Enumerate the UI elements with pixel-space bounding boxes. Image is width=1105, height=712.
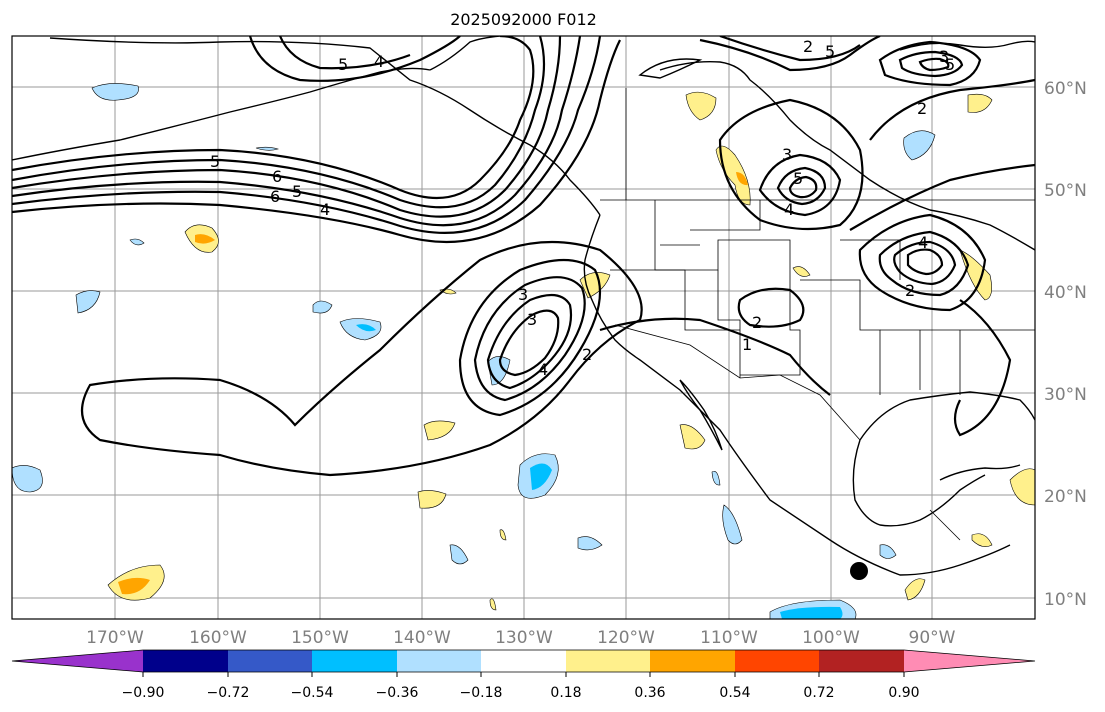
lon-label: 110°W <box>700 628 758 648</box>
colorbar-segment <box>819 650 904 672</box>
colorbar-tick-label: −0.90 <box>122 685 165 701</box>
colorbar-tick-label: 0.90 <box>888 685 919 701</box>
contour-label: 4 <box>374 52 384 71</box>
contour-label: 6 <box>270 187 280 206</box>
contour-label: 2 <box>905 281 915 300</box>
lat-label: 40°N <box>1044 283 1087 303</box>
lon-label: 90°W <box>909 628 956 648</box>
contour-label: 5 <box>210 152 220 171</box>
lat-label: 10°N <box>1044 590 1087 610</box>
colorbar-tick-labels: −0.90 −0.72 −0.54 −0.36 −0.18 0.18 0.36 … <box>122 685 920 701</box>
contour-label: 4 <box>538 360 548 379</box>
political-borders <box>600 88 1035 541</box>
contour-label-group: 5 4 5 6 5 6 4 2 3 5 4 5 3 2 5 4 2 3 4 1 … <box>210 37 955 379</box>
colorbar-tick-label: −0.54 <box>291 685 334 701</box>
contour-label: 5 <box>825 42 835 61</box>
longitude-labels: 170°W 160°W 150°W 140°W 130°W 120°W 110°… <box>86 628 956 648</box>
lon-label: 130°W <box>495 628 553 648</box>
colorbar-segment <box>650 650 735 672</box>
lon-label: 120°W <box>597 628 655 648</box>
colorbar-tick-label: 0.36 <box>634 685 665 701</box>
colorbar-segment <box>566 650 650 672</box>
coastlines <box>12 36 1035 576</box>
contour-lines <box>12 36 1035 477</box>
lon-label: 150°W <box>291 628 349 648</box>
shaded-patches <box>12 83 1035 619</box>
contour-label: 4 <box>320 200 330 219</box>
colorbar-tick-label: −0.18 <box>460 685 503 701</box>
colorbar-segment <box>735 650 819 672</box>
colorbar-extend-max <box>904 650 1035 672</box>
colorbar <box>11 649 1036 677</box>
contour-label: 4 <box>918 233 928 252</box>
colorbar-segment <box>143 650 228 672</box>
lon-label: 160°W <box>189 628 247 648</box>
lat-label: 50°N <box>1044 181 1087 201</box>
storm-marker <box>850 562 868 580</box>
contour-label: 2 <box>582 345 592 364</box>
contour-label: 3 <box>939 47 949 66</box>
chart-title: 2025092000 F012 <box>450 10 597 29</box>
colorbar-tick-label: 0.72 <box>803 685 834 701</box>
contour-label: 2 <box>752 313 762 332</box>
contour-label: 1 <box>742 335 752 354</box>
contour-label: 5 <box>338 55 348 74</box>
colorbar-tick-label: −0.72 <box>207 685 250 701</box>
lon-label: 100°W <box>802 628 860 648</box>
lat-label: 20°N <box>1044 487 1087 507</box>
colorbar-segment <box>397 650 481 672</box>
contour-label: 2 <box>917 99 927 118</box>
lon-label: 170°W <box>86 628 144 648</box>
contour-label: 2 <box>803 37 813 56</box>
contour-label: 5 <box>292 182 302 201</box>
map-frame <box>11 35 1036 620</box>
colorbar-segment <box>228 650 312 672</box>
colorbar-segment <box>481 650 566 672</box>
colorbar-segment <box>312 650 397 672</box>
colorbar-extend-min <box>12 650 143 672</box>
contour-label: 3 <box>518 285 528 304</box>
latitude-labels: 60°N 50°N 40°N 30°N 20°N 10°N <box>1044 79 1087 610</box>
contour-label: 5 <box>793 169 803 188</box>
colorbar-tick-label: 0.54 <box>719 685 750 701</box>
colorbar-tick-label: −0.36 <box>376 685 419 701</box>
lat-label: 30°N <box>1044 385 1087 405</box>
lon-label: 140°W <box>393 628 451 648</box>
contour-label: 3 <box>782 145 792 164</box>
contour-label: 6 <box>272 167 282 186</box>
contour-label: 5 <box>945 55 955 74</box>
colorbar-tick-label: 0.18 <box>550 685 581 701</box>
contour-label: 3 <box>527 310 537 329</box>
contour-label: 4 <box>784 200 794 219</box>
lat-label: 60°N <box>1044 79 1087 99</box>
